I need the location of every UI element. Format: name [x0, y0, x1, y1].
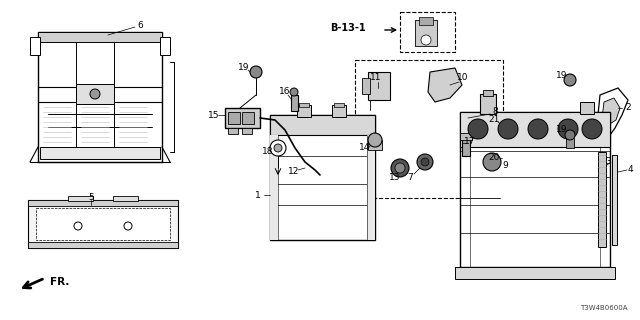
- Circle shape: [274, 144, 282, 152]
- Bar: [368, 140, 382, 150]
- Bar: [566, 138, 574, 148]
- Bar: [460, 112, 610, 147]
- Circle shape: [468, 119, 488, 139]
- Text: 4: 4: [627, 165, 633, 174]
- Bar: [299, 103, 309, 107]
- Text: 5: 5: [88, 193, 94, 202]
- Circle shape: [564, 74, 576, 86]
- Circle shape: [483, 153, 501, 171]
- Text: 16: 16: [279, 87, 291, 97]
- Circle shape: [582, 119, 602, 139]
- Text: 14: 14: [359, 143, 371, 153]
- Ellipse shape: [545, 231, 565, 243]
- Circle shape: [90, 89, 100, 99]
- Circle shape: [417, 154, 433, 170]
- Bar: [38, 32, 162, 162]
- Bar: [612, 155, 617, 245]
- Text: 21: 21: [488, 116, 500, 124]
- Circle shape: [421, 35, 431, 45]
- Bar: [460, 112, 610, 267]
- Circle shape: [498, 119, 518, 139]
- Text: 18: 18: [262, 148, 274, 156]
- Bar: [291, 95, 298, 111]
- Circle shape: [421, 158, 429, 166]
- Bar: [242, 112, 254, 124]
- Circle shape: [250, 66, 262, 78]
- Text: B-13-1: B-13-1: [330, 23, 365, 33]
- Bar: [270, 115, 375, 240]
- Bar: [455, 267, 615, 279]
- Bar: [460, 133, 472, 140]
- Text: 12: 12: [288, 167, 300, 177]
- Circle shape: [290, 88, 298, 96]
- Text: 3: 3: [605, 157, 611, 166]
- Bar: [480, 94, 496, 114]
- Polygon shape: [428, 68, 462, 102]
- Bar: [355, 60, 503, 198]
- Text: 17: 17: [464, 138, 476, 147]
- Circle shape: [395, 163, 405, 173]
- Bar: [40, 147, 160, 159]
- Bar: [419, 17, 433, 25]
- Bar: [38, 32, 162, 42]
- Circle shape: [565, 130, 575, 140]
- Text: 20: 20: [488, 154, 500, 163]
- Bar: [225, 108, 260, 128]
- Text: 11: 11: [371, 74, 381, 83]
- Bar: [362, 78, 370, 94]
- Bar: [270, 115, 375, 135]
- Bar: [160, 37, 170, 55]
- Circle shape: [391, 159, 409, 177]
- Circle shape: [368, 133, 382, 147]
- Text: 2: 2: [625, 103, 631, 113]
- Bar: [28, 200, 178, 248]
- Bar: [367, 135, 375, 240]
- Text: 13: 13: [389, 173, 401, 182]
- Text: FR.: FR.: [50, 277, 69, 287]
- Bar: [242, 128, 252, 134]
- Polygon shape: [602, 98, 620, 125]
- Text: 10: 10: [457, 74, 468, 83]
- Bar: [228, 128, 238, 134]
- Circle shape: [124, 222, 132, 230]
- Circle shape: [74, 222, 82, 230]
- Bar: [415, 20, 437, 46]
- Bar: [270, 135, 278, 240]
- Polygon shape: [598, 88, 628, 135]
- Bar: [28, 200, 178, 206]
- Text: 19: 19: [556, 71, 568, 81]
- Bar: [598, 152, 606, 247]
- Bar: [334, 103, 344, 107]
- Bar: [113, 196, 138, 201]
- Bar: [30, 37, 40, 55]
- Text: 1: 1: [255, 190, 261, 199]
- Text: 6: 6: [137, 20, 143, 29]
- Text: 8: 8: [492, 108, 498, 116]
- Circle shape: [558, 119, 578, 139]
- Text: 15: 15: [208, 110, 220, 119]
- Bar: [400, 12, 455, 52]
- Bar: [297, 105, 311, 117]
- Text: T3W4B0600A: T3W4B0600A: [580, 305, 628, 311]
- Bar: [76, 84, 114, 104]
- Bar: [368, 72, 390, 100]
- Circle shape: [270, 140, 286, 156]
- Bar: [580, 102, 594, 114]
- Bar: [332, 105, 346, 117]
- Text: 7: 7: [407, 173, 413, 182]
- Bar: [462, 138, 470, 156]
- Text: 19: 19: [238, 63, 250, 73]
- Bar: [483, 90, 493, 96]
- Bar: [68, 196, 93, 201]
- Bar: [28, 242, 178, 248]
- Bar: [228, 112, 240, 124]
- Text: 19: 19: [556, 125, 568, 134]
- Circle shape: [528, 119, 548, 139]
- Text: 9: 9: [502, 161, 508, 170]
- Bar: [36, 208, 170, 240]
